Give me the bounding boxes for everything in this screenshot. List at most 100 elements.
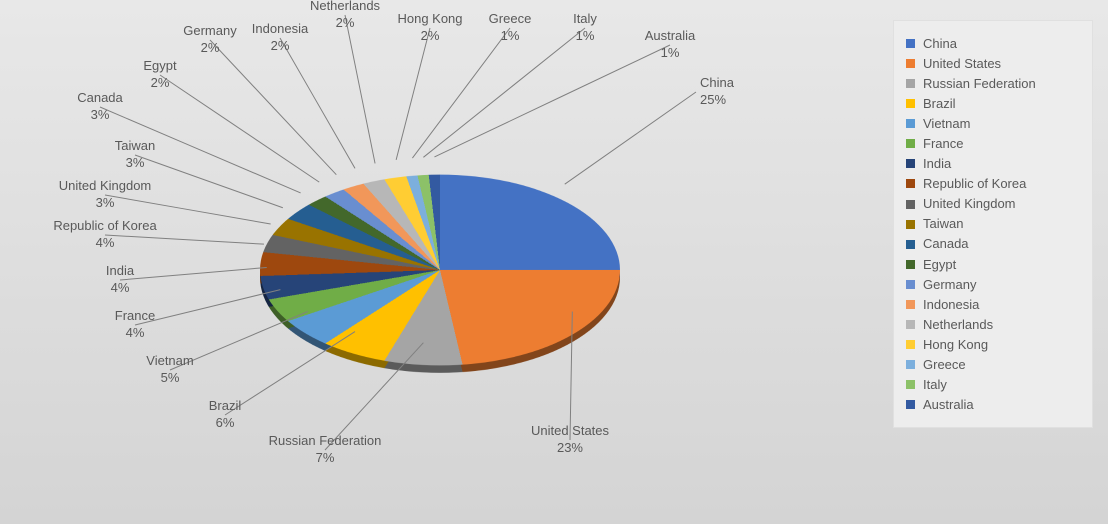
legend-swatch xyxy=(906,320,915,329)
data-label-name: Egypt xyxy=(143,58,176,75)
legend-swatch xyxy=(906,360,915,369)
data-label-pct: 4% xyxy=(115,325,155,342)
legend-swatch xyxy=(906,119,915,128)
legend-swatch xyxy=(906,79,915,88)
legend-swatch xyxy=(906,300,915,309)
data-label: Canada3% xyxy=(77,90,123,124)
legend-item: Canada xyxy=(906,236,1080,252)
data-label-name: Greece xyxy=(489,11,532,28)
legend-swatch xyxy=(906,280,915,289)
legend-label: Canada xyxy=(923,236,969,252)
data-label-pct: 2% xyxy=(397,28,462,45)
legend-swatch xyxy=(906,200,915,209)
legend-item: Indonesia xyxy=(906,297,1080,313)
legend-label: Brazil xyxy=(923,96,956,112)
data-label: Russian Federation7% xyxy=(269,433,382,467)
data-label-pct: 5% xyxy=(146,370,193,387)
data-label-name: Indonesia xyxy=(252,21,308,38)
legend-label: Greece xyxy=(923,357,966,373)
legend-label: Taiwan xyxy=(923,216,963,232)
legend-item: Russian Federation xyxy=(906,76,1080,92)
legend-swatch xyxy=(906,59,915,68)
data-label-pct: 4% xyxy=(106,280,134,297)
data-label: Germany2% xyxy=(183,23,236,57)
data-label-name: India xyxy=(106,263,134,280)
data-label: United Kingdom3% xyxy=(59,178,152,212)
data-label-name: France xyxy=(115,308,155,325)
legend-item: France xyxy=(906,136,1080,152)
data-label-name: Netherlands xyxy=(310,0,380,15)
data-label-pct: 1% xyxy=(645,45,696,62)
legend-swatch xyxy=(906,400,915,409)
data-label-pct: 2% xyxy=(183,40,236,57)
pie-chart xyxy=(260,90,620,390)
legend-swatch xyxy=(906,260,915,269)
data-label-name: Vietnam xyxy=(146,353,193,370)
legend-swatch xyxy=(906,39,915,48)
legend-label: Italy xyxy=(923,377,947,393)
legend-item: Italy xyxy=(906,377,1080,393)
data-label-name: United Kingdom xyxy=(59,178,152,195)
data-label-pct: 2% xyxy=(252,38,308,55)
data-label-pct: 1% xyxy=(573,28,597,45)
legend-label: Russian Federation xyxy=(923,76,1036,92)
data-label: Republic of Korea4% xyxy=(53,218,156,252)
legend-swatch xyxy=(906,99,915,108)
legend: China United States Russian Federation Braz… xyxy=(893,20,1093,428)
legend-label: China xyxy=(923,36,957,52)
data-label-name: Republic of Korea xyxy=(53,218,156,235)
legend-label: France xyxy=(923,136,963,152)
legend-item: Hong Kong xyxy=(906,337,1080,353)
legend-label: Netherlands xyxy=(923,317,993,333)
legend-swatch xyxy=(906,159,915,168)
legend-label: United Kingdom xyxy=(923,196,1016,212)
legend-item: Germany xyxy=(906,277,1080,293)
data-label: Italy1% xyxy=(573,11,597,45)
data-label: Netherlands2% xyxy=(310,0,380,32)
data-label-pct: 4% xyxy=(53,235,156,252)
legend-item: Greece xyxy=(906,357,1080,373)
data-label-pct: 23% xyxy=(531,440,609,457)
legend-item: China xyxy=(906,36,1080,52)
legend-item: Vietnam xyxy=(906,116,1080,132)
data-label-pct: 6% xyxy=(209,415,242,432)
data-label-pct: 3% xyxy=(115,155,155,172)
legend-swatch xyxy=(906,179,915,188)
data-label-pct: 2% xyxy=(310,15,380,32)
data-label-pct: 25% xyxy=(700,92,734,109)
data-label-name: Brazil xyxy=(209,398,242,415)
data-label-pct: 2% xyxy=(143,75,176,92)
data-label-name: Russian Federation xyxy=(269,433,382,450)
data-label-pct: 3% xyxy=(59,195,152,212)
legend-label: Republic of Korea xyxy=(923,176,1026,192)
legend-item: Brazil xyxy=(906,96,1080,112)
legend-item: United States xyxy=(906,56,1080,72)
data-label: United States23% xyxy=(531,423,609,457)
data-label: India4% xyxy=(106,263,134,297)
legend-label: Hong Kong xyxy=(923,337,988,353)
legend-item: Egypt xyxy=(906,257,1080,273)
data-label-pct: 3% xyxy=(77,107,123,124)
legend-label: Vietnam xyxy=(923,116,970,132)
data-label-name: Australia xyxy=(645,28,696,45)
legend-label: Indonesia xyxy=(923,297,979,313)
data-label: Taiwan3% xyxy=(115,138,155,172)
data-label-name: Taiwan xyxy=(115,138,155,155)
data-label: China25% xyxy=(700,75,734,109)
legend-label: United States xyxy=(923,56,1001,72)
legend-swatch xyxy=(906,139,915,148)
data-label-name: Canada xyxy=(77,90,123,107)
data-label-name: Hong Kong xyxy=(397,11,462,28)
data-label: Greece1% xyxy=(489,11,532,45)
data-label-pct: 7% xyxy=(269,450,382,467)
legend-label: Egypt xyxy=(923,257,956,273)
data-label: Brazil6% xyxy=(209,398,242,432)
data-label-name: China xyxy=(700,75,734,92)
data-label-pct: 1% xyxy=(489,28,532,45)
legend-item: Netherlands xyxy=(906,317,1080,333)
data-label-name: Germany xyxy=(183,23,236,40)
data-label: Indonesia2% xyxy=(252,21,308,55)
data-label: Australia1% xyxy=(645,28,696,62)
data-label-name: United States xyxy=(531,423,609,440)
legend-swatch xyxy=(906,340,915,349)
